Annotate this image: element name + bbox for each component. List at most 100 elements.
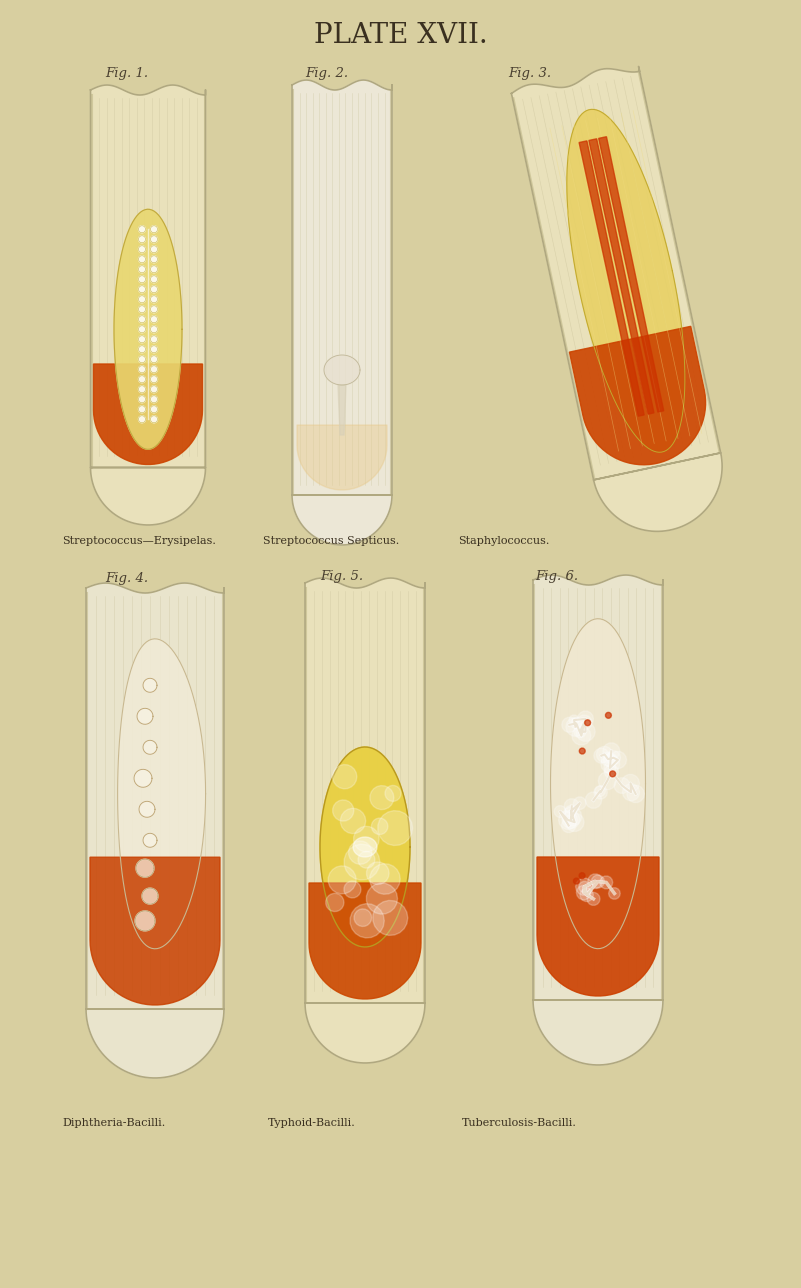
Polygon shape <box>603 753 618 768</box>
Polygon shape <box>576 878 593 895</box>
Circle shape <box>151 385 158 393</box>
Polygon shape <box>353 837 377 857</box>
Polygon shape <box>297 425 387 489</box>
Polygon shape <box>572 726 591 744</box>
Polygon shape <box>338 385 346 435</box>
Circle shape <box>151 416 158 422</box>
Circle shape <box>139 366 146 372</box>
Circle shape <box>151 286 158 292</box>
Polygon shape <box>136 859 154 877</box>
Circle shape <box>139 416 146 422</box>
Polygon shape <box>601 755 620 773</box>
Polygon shape <box>367 884 397 914</box>
Polygon shape <box>562 811 580 828</box>
Circle shape <box>139 265 146 273</box>
Text: Streptococcus—Erysipelas.: Streptococcus—Erysipelas. <box>62 536 216 546</box>
Polygon shape <box>143 833 157 848</box>
Polygon shape <box>604 762 616 774</box>
Text: Fig. 1.: Fig. 1. <box>105 67 148 80</box>
Circle shape <box>151 336 158 343</box>
Polygon shape <box>378 810 413 845</box>
Polygon shape <box>577 715 592 730</box>
Polygon shape <box>614 778 630 793</box>
Polygon shape <box>370 786 394 810</box>
Polygon shape <box>591 875 605 887</box>
Polygon shape <box>622 784 640 801</box>
Polygon shape <box>326 894 344 912</box>
Polygon shape <box>134 769 152 787</box>
Polygon shape <box>511 67 723 532</box>
Circle shape <box>139 236 146 242</box>
Polygon shape <box>600 876 613 889</box>
Polygon shape <box>350 904 384 938</box>
Circle shape <box>139 286 146 292</box>
Polygon shape <box>370 864 400 894</box>
Text: Fig. 6.: Fig. 6. <box>535 571 578 583</box>
Polygon shape <box>564 799 579 814</box>
Circle shape <box>151 366 158 372</box>
Circle shape <box>151 355 158 363</box>
Polygon shape <box>554 806 566 818</box>
Polygon shape <box>354 827 379 851</box>
Polygon shape <box>574 797 586 809</box>
Polygon shape <box>594 748 609 762</box>
Polygon shape <box>344 844 380 880</box>
Circle shape <box>151 246 158 252</box>
Polygon shape <box>574 878 579 884</box>
Polygon shape <box>627 786 645 802</box>
Polygon shape <box>94 365 203 465</box>
Polygon shape <box>360 913 370 947</box>
Polygon shape <box>579 748 586 753</box>
Polygon shape <box>292 80 392 545</box>
Text: PLATE XVII.: PLATE XVII. <box>314 22 488 49</box>
Polygon shape <box>594 786 606 796</box>
Polygon shape <box>309 884 421 999</box>
Polygon shape <box>358 851 375 868</box>
Polygon shape <box>118 639 206 949</box>
Polygon shape <box>609 887 620 899</box>
Polygon shape <box>597 747 613 762</box>
Polygon shape <box>562 717 577 732</box>
Polygon shape <box>533 574 663 1065</box>
Polygon shape <box>574 725 586 738</box>
Polygon shape <box>622 774 639 792</box>
Polygon shape <box>604 765 618 779</box>
Circle shape <box>139 305 146 313</box>
Circle shape <box>139 225 146 233</box>
Polygon shape <box>570 717 582 729</box>
Polygon shape <box>537 857 659 996</box>
Polygon shape <box>567 109 685 452</box>
Polygon shape <box>328 866 356 894</box>
Circle shape <box>139 395 146 403</box>
Circle shape <box>151 316 158 323</box>
Circle shape <box>151 305 158 313</box>
Polygon shape <box>90 858 220 1005</box>
Polygon shape <box>566 717 585 737</box>
Polygon shape <box>86 583 224 1078</box>
Polygon shape <box>585 720 590 725</box>
Polygon shape <box>340 809 366 833</box>
Text: Fig. 2.: Fig. 2. <box>305 67 348 80</box>
Polygon shape <box>139 801 155 818</box>
Polygon shape <box>601 752 615 766</box>
Polygon shape <box>367 862 389 885</box>
Circle shape <box>151 406 158 412</box>
Polygon shape <box>305 578 425 1063</box>
Polygon shape <box>348 841 372 864</box>
Polygon shape <box>550 618 646 949</box>
Circle shape <box>139 276 146 283</box>
Polygon shape <box>586 792 602 808</box>
Circle shape <box>151 296 158 303</box>
Polygon shape <box>91 85 206 526</box>
Circle shape <box>139 296 146 303</box>
Polygon shape <box>562 818 576 832</box>
Polygon shape <box>610 751 626 769</box>
Circle shape <box>151 236 158 242</box>
Polygon shape <box>577 885 591 900</box>
Polygon shape <box>385 786 401 801</box>
Polygon shape <box>589 139 654 415</box>
Text: Tuberculosis-Bacilli.: Tuberculosis-Bacilli. <box>462 1118 577 1128</box>
Circle shape <box>151 265 158 273</box>
Circle shape <box>139 316 146 323</box>
Circle shape <box>139 376 146 383</box>
